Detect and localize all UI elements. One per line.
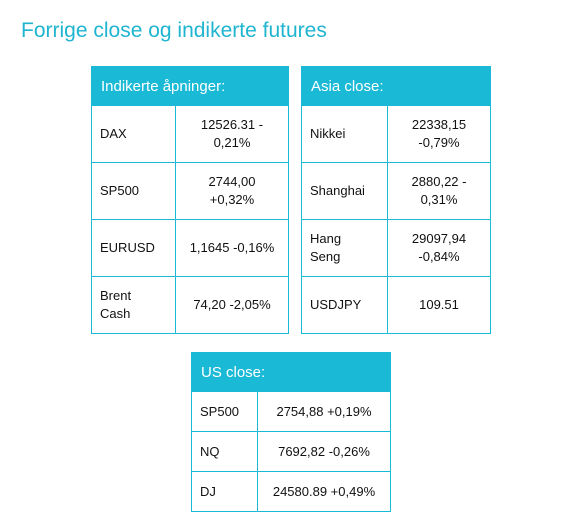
table-row: Brent Cash 74,20 -2,05% bbox=[91, 276, 289, 334]
table-row: NQ 7692,82 -0,26% bbox=[191, 431, 391, 472]
table-row: USDJPY 109.51 bbox=[301, 276, 491, 334]
instrument-name: Nikkei bbox=[301, 105, 388, 163]
instrument-value: 22338,15 -0,79% bbox=[387, 105, 491, 163]
instrument-name: EURUSD bbox=[91, 219, 176, 277]
table-row: DJ 24580.89 +0,49% bbox=[191, 471, 391, 512]
table-row: SP500 2744,00 +0,32% bbox=[91, 162, 289, 220]
instrument-name: Shanghai bbox=[301, 162, 388, 220]
us-close-table: US close: SP500 2754,88 +0,19% NQ 7692,8… bbox=[191, 352, 391, 512]
table-header: Indikerte åpninger: bbox=[91, 66, 289, 106]
table-row: SP500 2754,88 +0,19% bbox=[191, 391, 391, 432]
instrument-name: SP500 bbox=[91, 162, 176, 220]
indicated-openings-table: Indikerte åpninger: DAX 12526.31 -0,21% … bbox=[91, 66, 289, 334]
instrument-value: 29097,94 -0,84% bbox=[387, 219, 491, 277]
instrument-name: Hang Seng bbox=[301, 219, 388, 277]
table-header: US close: bbox=[191, 352, 391, 392]
instrument-value: 2880,22 -0,31% bbox=[387, 162, 491, 220]
instrument-value: 1,1645 -0,16% bbox=[175, 219, 289, 277]
instrument-value: 2754,88 +0,19% bbox=[257, 391, 391, 432]
instrument-name: DJ bbox=[191, 471, 258, 512]
instrument-value: 109.51 bbox=[387, 276, 491, 334]
instrument-name: DAX bbox=[91, 105, 176, 163]
table-row: Nikkei 22338,15 -0,79% bbox=[301, 105, 491, 163]
asia-close-table: Asia close: Nikkei 22338,15 -0,79% Shangh… bbox=[301, 66, 491, 334]
instrument-name: SP500 bbox=[191, 391, 258, 432]
instrument-name: NQ bbox=[191, 431, 258, 472]
table-row: EURUSD 1,1645 -0,16% bbox=[91, 219, 289, 277]
instrument-name: USDJPY bbox=[301, 276, 388, 334]
instrument-value: 7692,82 -0,26% bbox=[257, 431, 391, 472]
table-row: Hang Seng 29097,94 -0,84% bbox=[301, 219, 491, 277]
table-row: Shanghai 2880,22 -0,31% bbox=[301, 162, 491, 220]
instrument-value: 12526.31 -0,21% bbox=[175, 105, 289, 163]
instrument-value: 2744,00 +0,32% bbox=[175, 162, 289, 220]
table-row: DAX 12526.31 -0,21% bbox=[91, 105, 289, 163]
table-header: Asia close: bbox=[301, 66, 491, 106]
instrument-value: 74,20 -2,05% bbox=[175, 276, 289, 334]
instrument-value: 24580.89 +0,49% bbox=[257, 471, 391, 512]
page-title: Forrige close og indikerte futures bbox=[21, 19, 327, 42]
instrument-name: Brent Cash bbox=[91, 276, 176, 334]
